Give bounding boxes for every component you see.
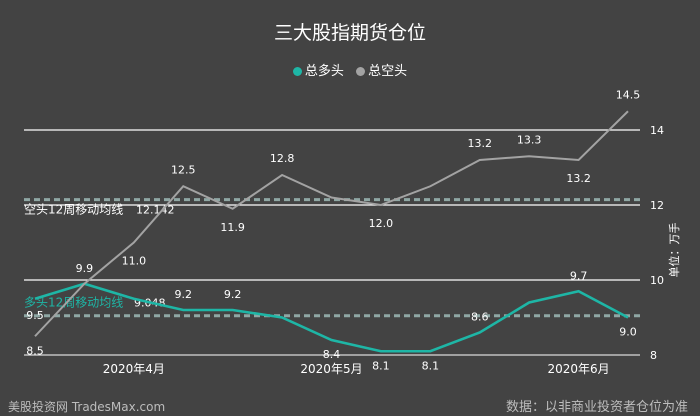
data-label-1-7: 12.0 [369,217,394,230]
data-label-1-11: 13.2 [566,172,591,185]
data-label-0-4: 9.2 [224,288,242,301]
data-label-1-2: 11.0 [122,255,147,268]
data-label-1-5: 12.8 [270,152,295,165]
data-label-0-9: 8.6 [471,311,489,324]
x-tick-label-0: 2020年4月 [103,362,165,376]
data-label-1-4: 11.9 [220,221,245,234]
data-label-0-11: 9.7 [570,269,588,282]
moving-average-label-0: 多头12周移动均线 [24,296,123,310]
legend-dot-short-icon [356,67,366,76]
y-tick-label-14: 14 [650,124,664,137]
legend-label-short: 总空头 [368,64,408,79]
data-label-1-10: 13.3 [517,133,542,146]
chart-title: 三大股指期货仓位 [273,22,426,44]
legend-item-long: 总多头 [292,60,344,79]
legend-label-long: 总多头 [304,64,344,79]
data-label-0-7: 8.1 [372,359,390,372]
data-label-0-3: 9.2 [175,288,193,301]
legend: 总多头 总空头 [0,60,700,79]
moving-average-value-1: 12.142 [136,204,175,217]
legend-dot-long-icon [292,67,302,76]
data-label-1-3: 12.5 [171,163,196,176]
x-tick-label-2: 2020年6月 [547,362,609,376]
data-label-0-0: 9.5 [26,309,44,322]
data-label-0-6: 8.4 [323,348,341,361]
y-tick-label-8: 8 [650,349,657,362]
data-label-1-0: 8.5 [26,344,44,357]
watermark: 美股投资网 TradesMax.com [8,400,166,414]
data-label-1-12: 14.5 [616,88,641,101]
data-label-0-12: 9.0 [619,326,637,339]
y-tick-label-10: 10 [650,274,664,287]
source-note: 数据：以非商业投资者仓位为准 [505,400,688,415]
x-tick-label-1: 2020年5月 [300,362,362,376]
series-line-0 [34,282,629,353]
y-axis-unit-label: 单位：万手 [668,222,681,278]
moving-average-label-1: 空头12周移动均线 [24,203,123,217]
data-label-0-1: 9.9 [76,262,94,275]
series-line-1 [34,110,629,337]
legend-item-short: 总空头 [356,60,407,79]
y-tick-label-12: 12 [650,199,664,212]
data-label-0-8: 8.1 [422,359,440,372]
data-label-1-9: 13.2 [468,137,493,150]
